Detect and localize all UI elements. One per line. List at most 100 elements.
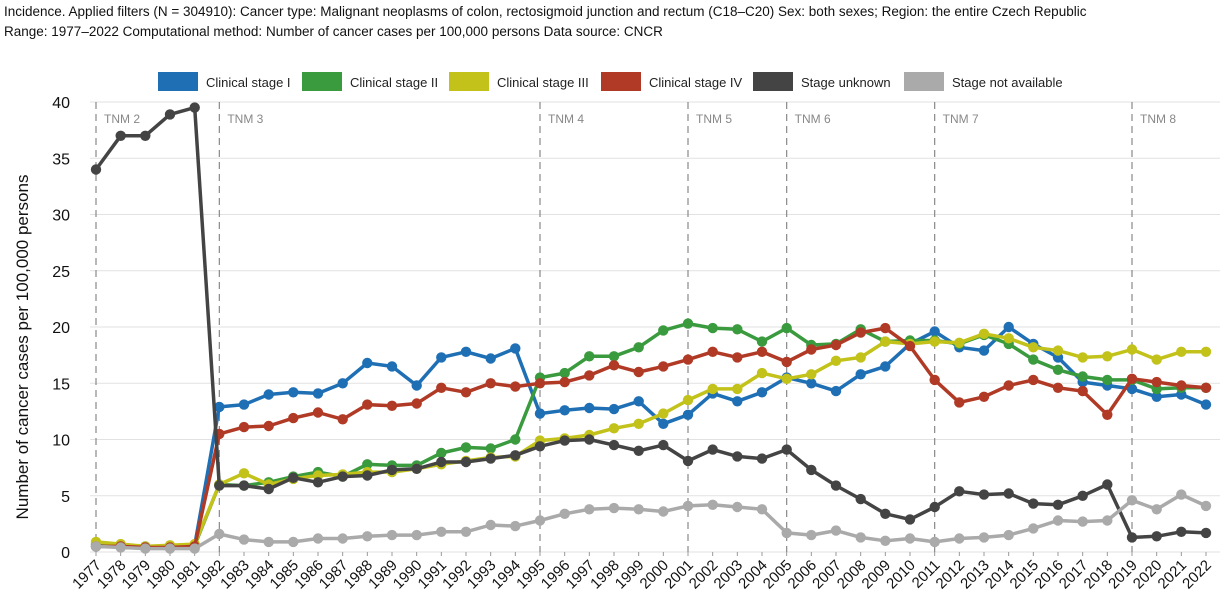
data-point (756, 453, 768, 464)
data-point (1176, 346, 1187, 357)
data-point (510, 343, 521, 354)
data-point (707, 346, 718, 357)
data-point (1200, 399, 1212, 410)
data-point (608, 502, 620, 514)
data-point (584, 370, 595, 381)
x-tick-label: 2022 (1179, 557, 1215, 593)
data-point (559, 367, 570, 379)
data-point (707, 444, 718, 455)
data-point (658, 506, 669, 517)
data-point (929, 501, 940, 513)
data-point (1003, 488, 1014, 499)
data-point (1151, 391, 1162, 402)
data-point (1126, 532, 1138, 543)
data-point (1003, 333, 1014, 344)
data-point (954, 533, 965, 544)
data-point (855, 532, 866, 543)
data-point (855, 493, 866, 505)
data-point (1200, 500, 1212, 512)
data-point (460, 442, 472, 453)
data-point (781, 356, 792, 368)
data-point (1151, 354, 1162, 365)
data-point (559, 508, 570, 519)
data-point (1102, 515, 1113, 526)
data-point (633, 504, 644, 515)
data-point (880, 508, 891, 519)
data-point (658, 439, 669, 451)
data-point (756, 367, 768, 379)
data-point (436, 382, 447, 393)
data-point (510, 381, 521, 392)
data-point (1052, 515, 1064, 526)
data-point (929, 336, 940, 347)
data-point (658, 325, 669, 336)
data-point (1151, 376, 1162, 388)
data-point (436, 352, 447, 363)
data-point (904, 514, 916, 525)
data-point (164, 109, 176, 120)
data-point (534, 408, 546, 419)
series-line (95, 492, 1207, 551)
data-point (312, 407, 324, 418)
tnm-label: TNM 7 (943, 112, 979, 126)
chart-header: Incidence. Applied filters (N = 304910):… (4, 2, 1086, 42)
series (90, 102, 1212, 554)
data-point (411, 398, 422, 409)
data-point (830, 480, 842, 491)
legend-entry: Clinical stage IV (649, 75, 743, 90)
data-point (1003, 380, 1014, 391)
data-point (1003, 529, 1014, 541)
data-point (855, 352, 866, 363)
data-point (608, 403, 620, 415)
y-tick-label: 35 (52, 151, 70, 168)
data-point (633, 366, 644, 378)
data-point (214, 528, 225, 540)
data-point (337, 471, 348, 482)
data-point (830, 355, 842, 366)
data-point (732, 383, 743, 395)
data-point (164, 543, 176, 554)
y-tick-label: 10 (52, 433, 70, 450)
data-point (238, 399, 250, 410)
filters-line: Incidence. Applied filters (N = 304910):… (4, 4, 1087, 19)
data-point (1052, 364, 1064, 375)
legend-swatch (753, 72, 793, 91)
data-point (732, 451, 743, 462)
data-point (978, 532, 990, 543)
tnm-label: TNM 4 (548, 112, 584, 126)
data-point (633, 396, 644, 407)
data-point (436, 456, 447, 468)
data-point (263, 420, 274, 432)
data-point (436, 526, 447, 537)
data-point (189, 102, 200, 113)
data-point (386, 400, 398, 411)
tnm-label: TNM 6 (795, 112, 831, 126)
data-point (1052, 499, 1064, 510)
data-point (929, 536, 940, 548)
data-point (263, 483, 274, 495)
data-point (633, 342, 644, 353)
legend-entry: Stage unknown (801, 75, 891, 90)
data-point (954, 486, 965, 497)
data-point (584, 351, 595, 362)
data-point (756, 504, 768, 515)
data-point (510, 434, 521, 445)
data-point (608, 439, 620, 451)
data-point (115, 542, 126, 553)
data-point (485, 353, 496, 364)
data-point (732, 352, 743, 363)
data-point (1176, 526, 1187, 537)
legend-entry: Clinical stage III (497, 75, 589, 90)
legend: Clinical stage I Clinical stage II Clinica… (158, 72, 1063, 91)
data-point (534, 515, 546, 526)
data-point (608, 351, 620, 362)
data-point (1200, 527, 1212, 539)
data-point (633, 418, 644, 429)
data-point (633, 445, 644, 456)
data-point (1151, 531, 1162, 542)
data-point (1052, 382, 1064, 393)
data-point (682, 500, 694, 512)
data-point (732, 324, 743, 335)
data-point (806, 464, 817, 476)
data-point (830, 525, 842, 536)
